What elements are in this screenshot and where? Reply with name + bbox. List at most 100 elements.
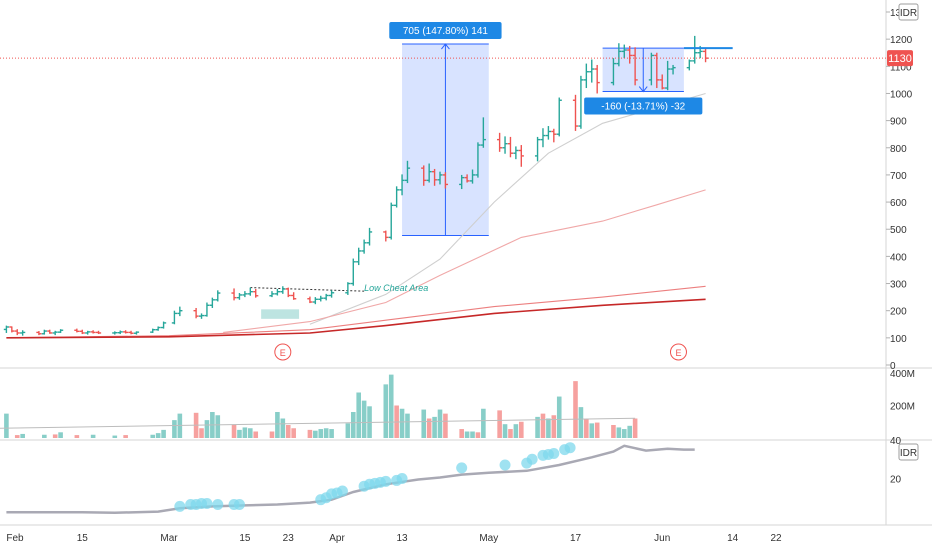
price-panel[interactable]: [3, 35, 733, 339]
volume-bar[interactable]: [475, 432, 481, 438]
candle[interactable]: [90, 330, 96, 334]
volume-bar[interactable]: [388, 374, 394, 438]
candle[interactable]: [47, 329, 53, 334]
candle[interactable]: [291, 292, 297, 300]
volume-bar[interactable]: [589, 423, 595, 438]
volume-bar[interactable]: [497, 410, 502, 438]
volume-bar[interactable]: [519, 421, 524, 438]
candle[interactable]: [112, 331, 118, 335]
candle[interactable]: [58, 329, 64, 333]
candle[interactable]: [307, 296, 313, 304]
candle[interactable]: [215, 290, 221, 302]
volume-bar[interactable]: [4, 413, 9, 438]
volume-bar[interactable]: [551, 415, 557, 438]
volume-bar[interactable]: [52, 434, 58, 438]
candle[interactable]: [9, 326, 15, 333]
volume-bar[interactable]: [540, 413, 546, 438]
volume-bar[interactable]: [237, 429, 242, 438]
candle[interactable]: [36, 331, 42, 336]
candle[interactable]: [475, 142, 481, 178]
relative-strength-panel[interactable]: [6, 442, 695, 515]
candle[interactable]: [160, 321, 167, 329]
candle[interactable]: [442, 172, 449, 189]
candle[interactable]: [285, 287, 291, 298]
volume-bar[interactable]: [242, 427, 248, 438]
volume-bar[interactable]: [172, 420, 177, 438]
candle[interactable]: [632, 47, 638, 86]
candle[interactable]: [513, 146, 519, 160]
volume-bar[interactable]: [573, 381, 578, 438]
volume-bar[interactable]: [231, 425, 237, 438]
volume-bar[interactable]: [199, 428, 204, 438]
volume-bar[interactable]: [502, 424, 508, 438]
candle[interactable]: [150, 328, 156, 333]
candle[interactable]: [117, 330, 123, 335]
candle[interactable]: [209, 297, 215, 308]
volume-bar[interactable]: [42, 434, 47, 438]
candle[interactable]: [274, 288, 280, 296]
candle[interactable]: [85, 330, 91, 335]
volume-bar[interactable]: [307, 429, 313, 438]
volume-bar[interactable]: [508, 429, 513, 438]
earnings-marker[interactable]: [274, 343, 292, 361]
candle[interactable]: [654, 52, 660, 89]
candle[interactable]: [52, 330, 58, 336]
candle[interactable]: [383, 230, 389, 242]
volume-bar[interactable]: [399, 408, 405, 438]
volume-bar[interactable]: [481, 408, 486, 438]
volume-bar[interactable]: [155, 433, 161, 438]
volume-bar[interactable]: [426, 418, 432, 439]
candle[interactable]: [518, 145, 524, 167]
candle[interactable]: [198, 313, 205, 319]
candle[interactable]: [399, 174, 405, 196]
volume-bar[interactable]: [123, 435, 128, 438]
volume-bar[interactable]: [556, 396, 562, 438]
volume-bar[interactable]: [621, 429, 627, 438]
candle[interactable]: [269, 291, 275, 298]
candle[interactable]: [686, 59, 692, 71]
volume-bar[interactable]: [611, 425, 616, 438]
candle[interactable]: [323, 293, 329, 301]
volume-bar[interactable]: [112, 435, 118, 438]
candle[interactable]: [20, 330, 26, 336]
candle[interactable]: [589, 59, 595, 83]
candle[interactable]: [345, 282, 351, 295]
candle[interactable]: [437, 171, 443, 185]
candle[interactable]: [388, 202, 394, 240]
candle[interactable]: [670, 64, 676, 75]
volume-bar[interactable]: [421, 409, 427, 438]
candle[interactable]: [404, 160, 411, 184]
candle[interactable]: [616, 43, 622, 67]
volume-bar[interactable]: [443, 413, 448, 438]
candle[interactable]: [253, 288, 259, 298]
volume-bar[interactable]: [313, 430, 318, 438]
candle[interactable]: [556, 97, 562, 137]
candle[interactable]: [193, 307, 199, 319]
volume-bar[interactable]: [204, 420, 210, 438]
candle[interactable]: [665, 60, 671, 91]
candle[interactable]: [171, 310, 178, 325]
candle[interactable]: [497, 132, 503, 152]
candle[interactable]: [431, 168, 438, 186]
candle[interactable]: [540, 128, 546, 148]
volume-bar[interactable]: [20, 433, 25, 438]
candle[interactable]: [41, 329, 47, 335]
volume-bar[interactable]: [464, 431, 470, 439]
candle[interactable]: [280, 286, 286, 294]
candle[interactable]: [74, 328, 80, 333]
volume-bar[interactable]: [432, 416, 437, 438]
volume-bar[interactable]: [318, 429, 324, 438]
candle[interactable]: [312, 297, 318, 305]
candle[interactable]: [572, 94, 579, 131]
volume-bar[interactable]: [616, 427, 622, 438]
volume-bar[interactable]: [161, 429, 166, 438]
volume-bar[interactable]: [584, 419, 589, 438]
candle[interactable]: [578, 75, 584, 129]
candle[interactable]: [366, 227, 373, 246]
candle[interactable]: [14, 329, 20, 336]
candle[interactable]: [128, 330, 134, 335]
volume-bar[interactable]: [248, 428, 253, 438]
candle[interactable]: [702, 48, 709, 63]
candle[interactable]: [394, 186, 400, 208]
